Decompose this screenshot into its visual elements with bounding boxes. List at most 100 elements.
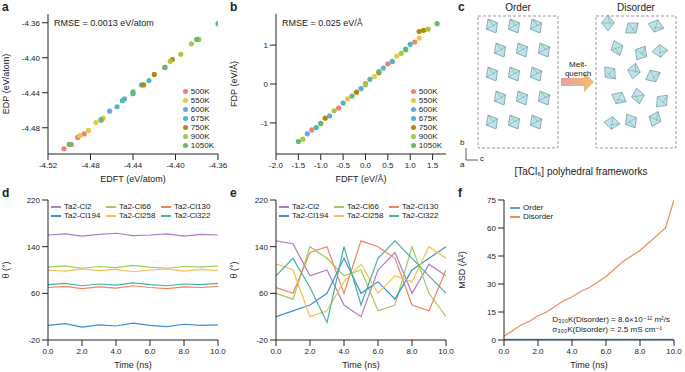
html-text:Order: Order [505,2,531,13]
svg-text:-4.40: -4.40 [166,161,185,170]
svg-text:EDP (eV/atom): EDP (eV/atom) [1,54,11,114]
html-text:D₃₀₀K(Disorder) = 8.6×10⁻¹² m²: D₃₀₀K(Disorder) = 8.6×10⁻¹² m²/s [552,315,670,324]
svg-text:1.5: 1.5 [427,161,439,170]
html-text:σ₃₀₀K(Disorder) = 2.5 mS cm⁻¹: σ₃₀₀K(Disorder) = 2.5 mS cm⁻¹ [552,325,663,334]
html-text:Ta2-Cl2: Ta2-Cl2 [64,202,92,211]
html-text:Ta2-Cl322: Ta2-Cl322 [402,211,439,220]
html-text:Ta2-Cl66: Ta2-Cl66 [347,202,379,211]
svg-text:0.0: 0.0 [42,347,54,356]
svg-text:0.0: 0.0 [498,347,510,356]
html-text:900K: 900K [418,132,438,141]
html-text:750K: 750K [190,123,210,132]
svg-text:0: 0 [264,80,269,89]
html-text:Ta2-Cl258: Ta2-Cl258 [347,211,384,220]
svg-text:220: 220 [27,196,41,205]
svg-text:60: 60 [31,289,40,298]
html-text:RMSE = 0.025 eV/Å: RMSE = 0.025 eV/Å [282,18,363,28]
svg-text:-1: -1 [261,119,269,128]
svg-text:-4.44: -4.44 [22,89,41,98]
svg-text:MSD (Å²): MSD (Å²) [457,251,467,289]
svg-text:4.0: 4.0 [566,347,578,356]
html-text:Ta2-Cl130: Ta2-Cl130 [174,202,211,211]
svg-text:45: 45 [487,252,496,261]
svg-text:Time (ns): Time (ns) [570,360,608,370]
svg-text:EDFT (eV/atom): EDFT (eV/atom) [100,174,165,184]
svg-text:FDFT (eV/Å): FDFT (eV/Å) [336,174,387,184]
svg-text:-0.5: -0.5 [336,161,350,170]
html-text:Ta2-Cl258: Ta2-Cl258 [119,211,156,220]
svg-text:140: 140 [255,243,269,252]
svg-text:6.0: 6.0 [600,347,612,356]
svg-text:-1.0: -1.0 [314,161,328,170]
svg-text:60: 60 [259,289,268,298]
html-text:RMSE = 0.0013 eV/atom: RMSE = 0.0013 eV/atom [54,18,154,28]
html-text:Disorder: Disorder [523,212,554,221]
svg-text:0.5: 0.5 [382,161,394,170]
svg-text:-4.36: -4.36 [209,161,228,170]
svg-text:6.0: 6.0 [372,347,384,356]
svg-text:-4.48: -4.48 [22,124,41,133]
svg-text:2.0: 2.0 [304,347,316,356]
html-text:Ta2-Cl194: Ta2-Cl194 [292,211,329,220]
svg-text:4.0: 4.0 [338,347,350,356]
html-text:500K: 500K [418,87,438,96]
svg-text:15: 15 [487,308,496,317]
html-text:1050K: 1050K [190,141,214,150]
svg-text:FDP (eV/Å): FDP (eV/Å) [229,61,239,107]
svg-text:θ (°): θ (°) [229,261,239,278]
svg-text:-4.48: -4.48 [81,161,100,170]
svg-text:θ (°): θ (°) [1,261,11,278]
svg-text:140: 140 [27,243,41,252]
svg-text:-2.0: -2.0 [269,161,283,170]
html-text:Order: Order [523,203,544,212]
svg-text:4.0: 4.0 [110,347,122,356]
html-text:Ta2-Cl130: Ta2-Cl130 [402,202,439,211]
svg-text:-4.40: -4.40 [22,54,41,63]
html-text:Ta2-Cl194: Ta2-Cl194 [64,211,101,220]
html-text:Ta2-Cl66: Ta2-Cl66 [119,202,151,211]
svg-text:-4.36: -4.36 [22,19,41,28]
svg-text:0: 0 [492,336,497,345]
html-text:675K: 675K [418,114,438,123]
svg-text:0.0: 0.0 [270,347,282,356]
svg-text:Time (ns): Time (ns) [342,360,380,370]
svg-text:2.0: 2.0 [532,347,544,356]
svg-text:-1.5: -1.5 [291,161,305,170]
svg-text:10.0: 10.0 [210,347,226,356]
svg-text:Time (ns): Time (ns) [114,360,152,370]
svg-text:75: 75 [487,196,496,205]
html-text:500K: 500K [190,87,210,96]
svg-text:-4.44: -4.44 [124,161,143,170]
html-text:675K: 675K [190,114,210,123]
html-text:[TaCl₆] polyhedral frameworks: [TaCl₆] polyhedral frameworks [514,166,648,177]
svg-text:-20: -20 [28,336,40,345]
html-text:Melt-quench: Melt-quench [564,60,592,78]
svg-text:8.0: 8.0 [178,347,190,356]
svg-text:10.0: 10.0 [666,347,682,356]
svg-text:8.0: 8.0 [406,347,418,356]
html-text:600K: 600K [418,105,438,114]
html-text:900K: 900K [190,132,210,141]
html-text:Ta2-Cl322: Ta2-Cl322 [174,211,211,220]
svg-text:10.0: 10.0 [438,347,454,356]
svg-text:30: 30 [487,280,496,289]
html-text:550K: 550K [190,96,210,105]
svg-text:2.0: 2.0 [76,347,88,356]
svg-text:220: 220 [255,196,269,205]
svg-text:1: 1 [264,41,269,50]
svg-text:0.0: 0.0 [360,161,372,170]
html-text:1050K: 1050K [418,141,442,150]
html-text:Disorder: Disorder [617,2,655,13]
html-text:d: d [2,186,10,200]
svg-text:-4.52: -4.52 [39,161,58,170]
svg-text:1.0: 1.0 [405,161,417,170]
svg-text:6.0: 6.0 [144,347,156,356]
svg-text:8.0: 8.0 [634,347,646,356]
html-text:550K: 550K [418,96,438,105]
html-text:600K: 600K [190,105,210,114]
html-text:Ta2-Cl2: Ta2-Cl2 [292,202,320,211]
svg-text:60: 60 [487,224,496,233]
html-text:750K: 750K [418,123,438,132]
svg-text:-20: -20 [256,336,268,345]
html-text:b: b [230,0,238,14]
